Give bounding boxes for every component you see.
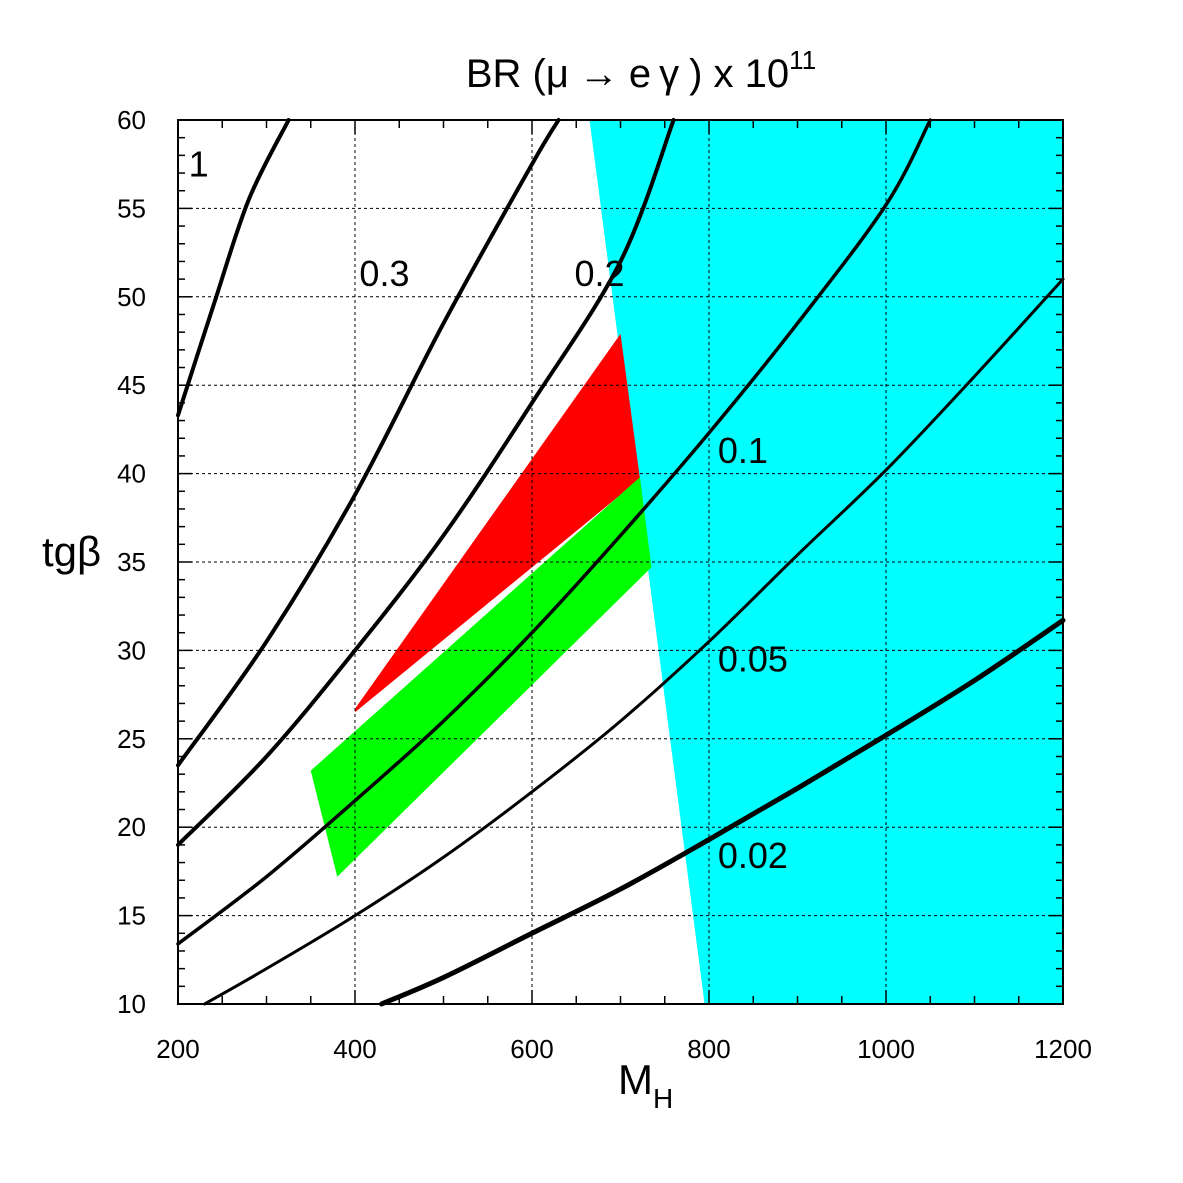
curve-label: 0.02 (718, 835, 788, 876)
axis-ticks (177, 119, 1064, 1005)
title-suffix: ) x 10 (689, 52, 789, 96)
title-exponent: 11 (789, 45, 816, 75)
contour-curve (203, 277, 1065, 1006)
x-tick-label: 1200 (1034, 1034, 1092, 1064)
curve-label: 0.1 (718, 430, 768, 471)
y-tick-label: 30 (117, 635, 146, 665)
y-tick-label: 55 (117, 193, 146, 223)
y-tick-label: 50 (117, 282, 146, 312)
plot-frame (177, 119, 1064, 1005)
y-tick-label: 45 (117, 370, 146, 400)
y-tick-label: 60 (117, 105, 146, 135)
x-tick-label: 400 (333, 1034, 376, 1064)
y-tick-label: 35 (117, 547, 146, 577)
title-prefix: BR ( (466, 52, 547, 96)
title-e: e (629, 52, 651, 96)
contour-curve (176, 118, 291, 418)
x-tick-labels: 200 400 600 800 1000 1200 (156, 1034, 1092, 1064)
red-region (355, 333, 640, 713)
green-region (310, 477, 652, 877)
contour-curve (176, 118, 561, 768)
y-tick-label: 25 (117, 724, 146, 754)
chart-title: BR (μ → e γ) x 1011 (466, 45, 816, 96)
y-tick-label: 40 (117, 459, 146, 489)
contour-curves (176, 118, 1066, 1007)
contour-curve (176, 118, 676, 847)
curve-labels: 1 0.3 0.2 0.1 0.05 0.02 (189, 144, 788, 876)
y-tick-label: 10 (117, 989, 146, 1019)
x-tick-label: 600 (510, 1034, 553, 1064)
y-tick-label: 15 (117, 901, 146, 931)
x-axis-label-sub: H (653, 1083, 673, 1114)
title-mu: μ (546, 52, 569, 96)
x-tick-label: 1000 (857, 1034, 915, 1064)
y-tick-label: 20 (117, 812, 146, 842)
curve-label: 0.3 (359, 253, 409, 294)
curve-label: 1 (189, 144, 209, 185)
title-arrow: → (579, 52, 619, 96)
y-axis-label: tgβ (42, 528, 101, 575)
y-tick-labels: 10 15 20 25 30 35 40 45 50 55 60 (117, 105, 146, 1019)
contour-curve (379, 617, 1066, 1007)
x-axis-label: MH (618, 1056, 673, 1114)
x-tick-label: 800 (687, 1034, 730, 1064)
title-gamma: γ (659, 52, 679, 96)
y-axis-label-main: tgβ (42, 528, 101, 575)
curve-label: 0.2 (574, 253, 624, 294)
curve-label: 0.05 (718, 639, 788, 680)
x-tick-label: 200 (156, 1034, 199, 1064)
x-axis-label-main: M (618, 1056, 653, 1103)
contour-curve (176, 118, 932, 946)
